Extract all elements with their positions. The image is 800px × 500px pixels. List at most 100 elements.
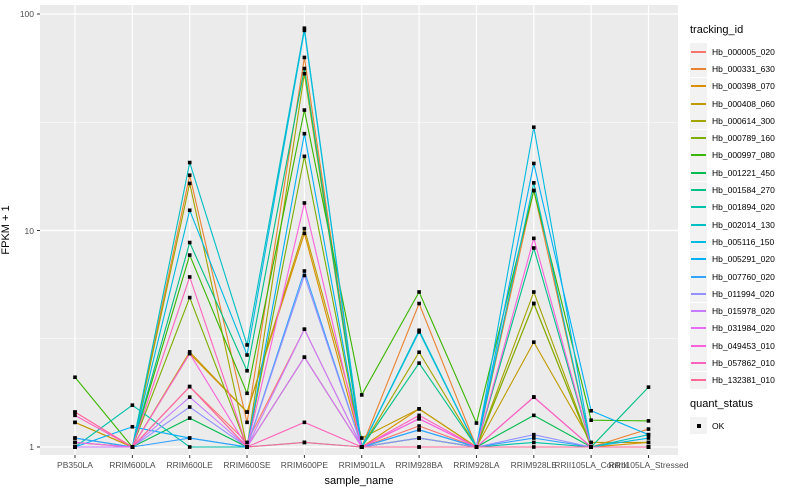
data-point xyxy=(532,440,536,445)
legend-item: Hb_031984_020 xyxy=(690,319,800,337)
legend-item: Hb_001584_270 xyxy=(690,181,800,199)
legend-label: Hb_057862_010 xyxy=(712,357,775,368)
legend-label: Hb_132381_010 xyxy=(712,375,775,386)
legend-label: Hb_000789_160 xyxy=(712,133,775,144)
data-point xyxy=(532,395,536,399)
legend-item-ok: OK xyxy=(690,417,800,435)
data-point xyxy=(532,340,536,344)
legend-key xyxy=(690,60,707,78)
legend-item: Hb_000408_060 xyxy=(690,95,800,113)
legend-key xyxy=(690,77,707,95)
legend-line-swatch xyxy=(691,327,706,330)
legend-key xyxy=(690,129,707,147)
legend-label-ok: OK xyxy=(712,420,725,431)
data-point xyxy=(130,424,135,429)
legend-key xyxy=(690,198,707,216)
legend-label: Hb_000398_070 xyxy=(712,81,775,92)
x-tick-label: RRII105LA_Stressed xyxy=(608,460,689,470)
data-point xyxy=(187,253,192,257)
x-tick-label: RRII105LA_Control xyxy=(554,460,628,470)
data-point xyxy=(589,440,593,445)
data-point xyxy=(474,445,479,449)
legend-item: Hb_001221_450 xyxy=(690,164,800,182)
data-point xyxy=(417,445,421,449)
legend-item: Hb_000398_070 xyxy=(690,77,800,95)
legend-item: Hb_057862_010 xyxy=(690,354,800,372)
square-point-icon xyxy=(696,423,701,428)
data-point xyxy=(589,408,593,413)
legend-key xyxy=(690,181,707,199)
legend-label: Hb_015978_020 xyxy=(712,306,775,317)
legend-item: Hb_132381_010 xyxy=(690,371,800,389)
data-point xyxy=(73,413,77,418)
data-point xyxy=(417,407,421,411)
legend-line-swatch xyxy=(691,361,706,364)
legend-line-swatch xyxy=(691,171,706,174)
data-point xyxy=(532,161,536,166)
legend-item: Hb_002014_130 xyxy=(690,216,800,234)
legend-label: Hb_000408_060 xyxy=(712,98,775,109)
legend-line-swatch xyxy=(691,344,706,347)
legend-line-swatch xyxy=(691,258,706,261)
data-point xyxy=(245,368,249,373)
legend-item: Hb_000614_300 xyxy=(690,112,800,130)
legend-label: Hb_001584_270 xyxy=(712,185,775,196)
data-point xyxy=(532,436,536,440)
legend-key xyxy=(690,285,707,303)
legend-line-swatch xyxy=(691,223,706,226)
data-point xyxy=(417,413,421,418)
legend-label: Hb_007760_020 xyxy=(712,271,775,282)
data-point xyxy=(359,445,364,449)
data-point xyxy=(73,436,77,440)
legend-line-swatch xyxy=(691,154,706,157)
legend-label: Hb_001894_020 xyxy=(712,202,775,213)
legend-label: Hb_002014_130 xyxy=(712,219,775,230)
data-point xyxy=(187,295,192,300)
legend-key xyxy=(690,233,707,251)
legend-key xyxy=(690,319,707,337)
data-point xyxy=(187,173,192,178)
data-point xyxy=(130,445,135,449)
data-point xyxy=(187,445,192,449)
data-point xyxy=(302,226,307,231)
data-point xyxy=(417,416,421,421)
legend-line-swatch xyxy=(691,275,706,278)
legend-label: Hb_011994_020 xyxy=(712,288,775,299)
data-point xyxy=(302,201,307,205)
legend-item: Hb_005116_150 xyxy=(690,233,800,251)
data-point xyxy=(417,330,421,334)
legend-line-swatch xyxy=(691,50,706,53)
data-point xyxy=(187,208,192,213)
data-point xyxy=(417,290,421,294)
data-point xyxy=(302,28,307,33)
legend-item: Hb_015978_020 xyxy=(690,302,800,320)
data-point xyxy=(187,351,192,356)
data-point xyxy=(302,131,307,136)
data-point xyxy=(532,125,536,130)
legend-item: Hb_000331_630 xyxy=(690,60,800,78)
legend-line-swatch xyxy=(691,240,706,243)
y-tick-label: 100 xyxy=(19,9,34,19)
data-point xyxy=(646,440,651,445)
data-point xyxy=(532,432,536,437)
legend-items: Hb_000005_020 Hb_000331_630 Hb_000398_070 H… xyxy=(690,43,800,389)
data-point xyxy=(187,395,192,399)
legend-label: Hb_031984_020 xyxy=(712,323,775,334)
data-point xyxy=(302,273,307,278)
legend-key xyxy=(690,354,707,372)
legend-label: Hb_005291_020 xyxy=(712,254,775,265)
x-tick-label: RRIM600PE xyxy=(280,460,329,470)
legend-line-swatch xyxy=(691,379,706,382)
legend-line-swatch xyxy=(691,119,706,122)
legend-item: Hb_011994_020 xyxy=(690,285,800,303)
data-point xyxy=(646,445,651,449)
data-point xyxy=(245,353,249,357)
data-point xyxy=(130,403,135,407)
legend-item: Hb_000789_160 xyxy=(690,129,800,147)
data-point xyxy=(187,436,192,440)
data-point xyxy=(302,55,307,60)
x-axis-title: sample_name xyxy=(324,475,394,487)
data-point xyxy=(187,275,192,279)
